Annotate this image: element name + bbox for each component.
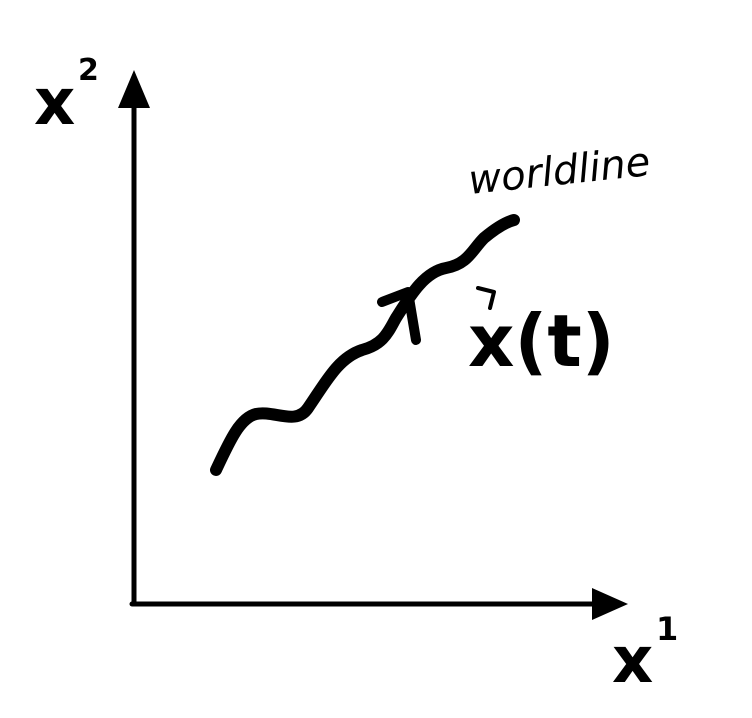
horizontal-axis-label-superscript: 1 <box>656 610 678 648</box>
vertical-axis-arrowhead <box>118 70 150 108</box>
position-arrow-head <box>377 287 421 345</box>
vertical-axis-label-x: x <box>34 66 75 140</box>
horizontal-axis-label: x 1 <box>612 610 678 698</box>
position-arrow <box>377 287 421 345</box>
position-label: x(t) <box>468 286 615 383</box>
worldline-label: worldline <box>466 139 652 204</box>
horizontal-axis-arrowhead <box>592 588 628 620</box>
horizontal-axis-label-x: x <box>612 624 653 698</box>
vertical-axis-label: x 2 <box>34 53 99 140</box>
position-label-text: x(t) <box>468 299 615 383</box>
vertical-axis <box>118 70 150 607</box>
vector-arrow-icon <box>476 286 496 310</box>
vertical-axis-label-superscript: 2 <box>78 53 99 88</box>
worldline-curve <box>210 214 520 476</box>
horizontal-axis <box>129 588 628 620</box>
